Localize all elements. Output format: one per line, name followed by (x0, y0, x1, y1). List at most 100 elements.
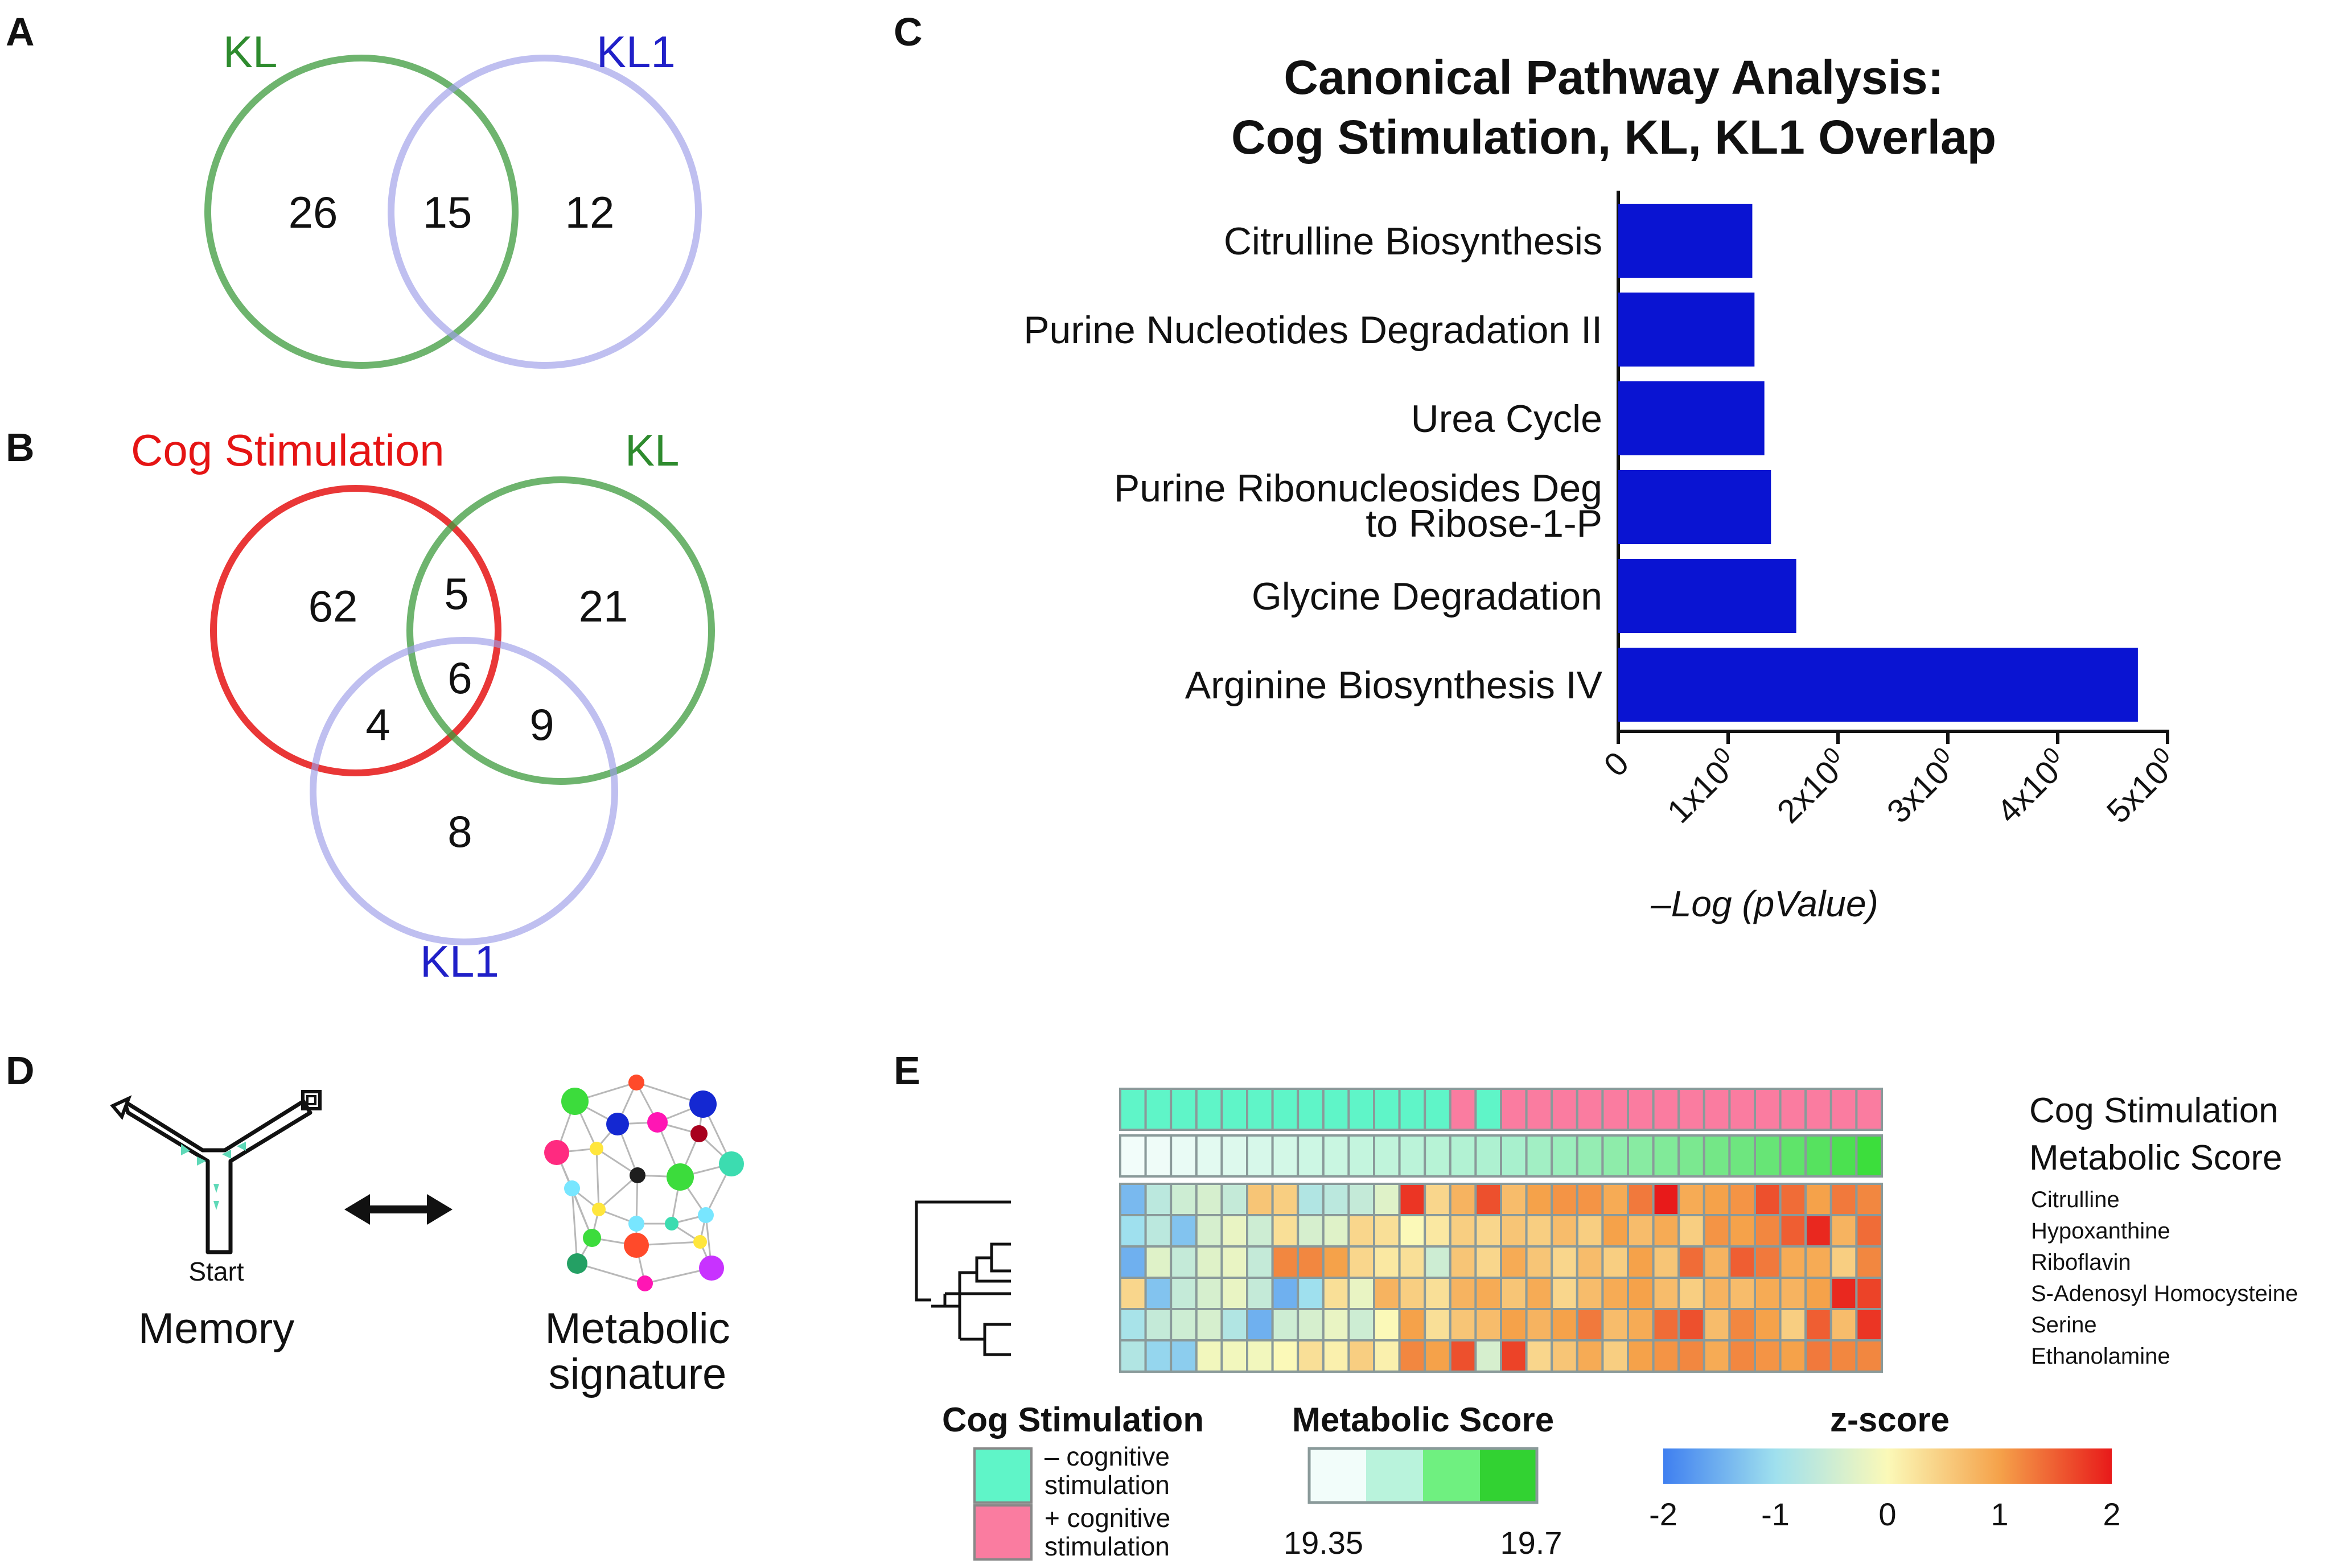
legend-plus-line1: + cognitive (1045, 1503, 1170, 1533)
heatmap-cell (1525, 1245, 1553, 1279)
heatmap-cell (1322, 1277, 1350, 1310)
heatmap-cell (1297, 1183, 1325, 1216)
venn-b-kl-label: KL (625, 425, 679, 475)
metabolic-track-cell (1500, 1134, 1528, 1178)
heatmap-cell (1754, 1277, 1782, 1310)
heatmap-cell (1779, 1339, 1807, 1373)
heatmap-cell (1347, 1339, 1375, 1373)
venn-b-kl-kl1: 9 (529, 699, 554, 750)
heatmap-cell (1703, 1308, 1731, 1341)
heatmap-cell (1500, 1308, 1528, 1341)
heatmap-cell (1601, 1339, 1629, 1373)
heatmap-cell (1220, 1245, 1248, 1279)
heatmap-cell (1652, 1277, 1680, 1310)
heatmap-cell (1855, 1339, 1883, 1373)
heatmap-cell (1652, 1183, 1680, 1216)
metabolic-track-cell (1449, 1134, 1477, 1178)
heatmap-cell (1398, 1245, 1426, 1279)
heatmap-cell (1119, 1308, 1147, 1341)
heatmap-cell (1551, 1245, 1578, 1279)
x-tick-label-2: 2x100 (1768, 743, 1856, 830)
heatmap-cell (1576, 1214, 1604, 1248)
legend-minus-swatch (973, 1447, 1033, 1504)
heatmap-cell (1144, 1277, 1173, 1310)
metabolic-scale-box (1480, 1448, 1537, 1503)
heatmap-cell (1322, 1214, 1350, 1248)
heatmap-cell (1804, 1183, 1832, 1216)
heatmap-cell (1195, 1308, 1223, 1341)
network-node (689, 1090, 717, 1118)
network-node (583, 1229, 601, 1247)
heatmap-cell (1728, 1183, 1756, 1216)
heatmap-cell (1424, 1214, 1451, 1248)
heatmap-cell (1855, 1183, 1883, 1216)
heatmap-cell (1170, 1245, 1198, 1279)
heatmap-cell (1779, 1183, 1807, 1216)
heatmap-cell (1246, 1245, 1274, 1279)
zscore-ticks: -2 -1 0 1 2 (1649, 1496, 2120, 1532)
heatmap-cell (1677, 1308, 1705, 1341)
venn-a-kl-label: KL (223, 27, 277, 77)
metabolic-scale-box (1309, 1448, 1366, 1503)
network-node (693, 1235, 707, 1249)
network-node (630, 1167, 645, 1183)
heatmap-cell (1627, 1339, 1655, 1373)
venn-a-kl-only: 26 (289, 187, 338, 237)
cog-track-cell (1754, 1088, 1782, 1131)
heatmap-cell (1195, 1214, 1223, 1248)
heatmap-cell (1271, 1245, 1300, 1279)
heatmap-cell (1398, 1308, 1426, 1341)
metabolic-track-cell (1144, 1134, 1173, 1178)
heatmap-cell (1119, 1245, 1147, 1279)
legend-minus-line2: stimulation (1045, 1470, 1170, 1500)
heatmap-cell (1652, 1245, 1680, 1279)
panel-letter-c: C (894, 10, 923, 54)
network-node (719, 1151, 744, 1176)
bar-label-2: Urea Cycle (1411, 397, 1602, 441)
heatmap-cell (1601, 1183, 1629, 1216)
cog-track-cell (1322, 1088, 1350, 1131)
metabolic-track-cell (1728, 1134, 1756, 1178)
network-node (592, 1203, 606, 1216)
cog-track-cell (1424, 1088, 1451, 1131)
heatmap-cell (1424, 1277, 1451, 1310)
heatmap-cell (1246, 1277, 1274, 1310)
heatmap-cell (1855, 1308, 1883, 1341)
heatmap-cell (1627, 1308, 1655, 1341)
panel-d: D Start Memory Metabolic (6, 1048, 744, 1398)
legend-cog-title: Cog Stimulation (942, 1401, 1204, 1439)
network-node (567, 1253, 587, 1274)
network-node (667, 1163, 694, 1191)
heatmap-row-label-5: Ethanolamine (2031, 1344, 2170, 1369)
heatmap-cell (1551, 1308, 1578, 1341)
venn-b-cog-circle (210, 485, 501, 776)
heatmap-cell (1525, 1339, 1553, 1373)
venn-b-cog-kl: 5 (444, 569, 468, 619)
heatmap-cell (1297, 1339, 1325, 1373)
heatmap-cell (1576, 1245, 1604, 1279)
heatmap-cell (1322, 1308, 1350, 1341)
heatmap-cell (1829, 1214, 1858, 1248)
heatmap-cell (1449, 1277, 1477, 1310)
bar-label-5: Arginine Biosynthesis IV (1185, 664, 1603, 707)
cog-track-cell (1449, 1088, 1477, 1131)
heatmap-cell (1779, 1277, 1807, 1310)
heatmap-cell (1500, 1214, 1528, 1248)
heatmap-cell (1601, 1277, 1629, 1310)
heatmap-cell (1576, 1339, 1604, 1373)
metabolic-scale-min: 19.35 (1284, 1525, 1363, 1561)
legend-metabolic-title: Metabolic Score (1292, 1401, 1554, 1439)
heatmap-cell (1474, 1277, 1502, 1310)
heatmap-cell (1804, 1339, 1832, 1373)
heatmap-cell (1829, 1308, 1858, 1341)
heatmap-cell (1779, 1245, 1807, 1279)
metabolic-track-cell (1652, 1134, 1680, 1178)
network-node (564, 1180, 580, 1196)
panel-letter-b: B (6, 425, 35, 470)
venn-b-kl1-label: KL1 (420, 936, 499, 986)
x-tick-label-3: 3x100 (1878, 743, 1965, 830)
heatmap-cell (1474, 1245, 1502, 1279)
network-node (590, 1142, 603, 1155)
heatmap-cell (1703, 1183, 1731, 1216)
heatmap-cell (1829, 1245, 1858, 1279)
